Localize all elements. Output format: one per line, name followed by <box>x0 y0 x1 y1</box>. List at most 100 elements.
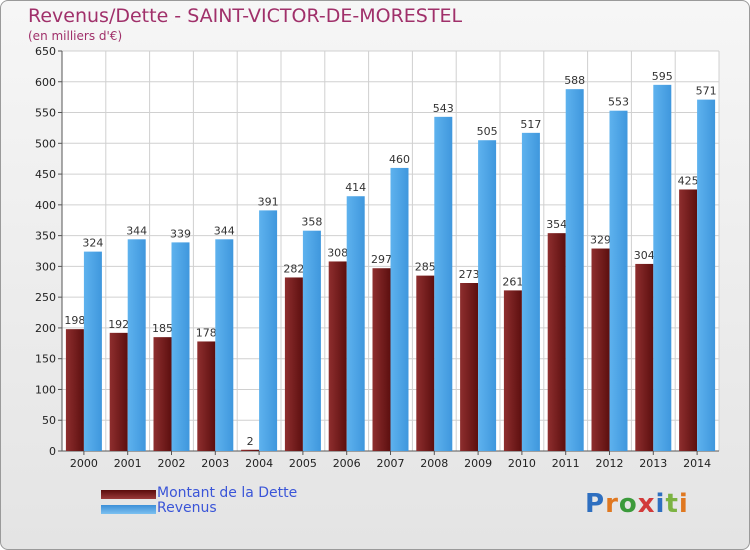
bar-dette <box>547 233 566 451</box>
y-tick-label: 600 <box>35 76 56 89</box>
y-tick-label: 0 <box>49 445 56 458</box>
data-label: 595 <box>652 70 673 83</box>
bar-dette <box>197 341 216 451</box>
bar-revenus <box>521 132 540 451</box>
x-tick-label: 2011 <box>552 457 580 470</box>
proxiti-logo: Proxiti <box>585 489 689 519</box>
bar-revenus <box>609 110 628 451</box>
legend-swatch-revenus <box>101 505 156 514</box>
bar-dette <box>65 329 84 451</box>
x-tick-label: 2008 <box>420 457 448 470</box>
x-tick-label: 2007 <box>377 457 405 470</box>
data-label: 414 <box>345 181 366 194</box>
bar-revenus <box>215 239 234 451</box>
x-tick-label: 2000 <box>70 457 98 470</box>
bar-dette <box>241 449 260 451</box>
bar-revenus <box>83 251 102 451</box>
y-tick-label: 450 <box>35 168 56 181</box>
bar-revenus <box>127 239 146 451</box>
y-tick-label: 650 <box>35 45 56 58</box>
bar-dette <box>460 283 479 451</box>
data-label: 304 <box>634 249 655 262</box>
bar-dette <box>109 332 128 451</box>
data-label: 324 <box>82 237 103 250</box>
data-label: 282 <box>283 262 304 275</box>
data-label: 261 <box>502 275 523 288</box>
bar-revenus <box>653 84 672 451</box>
data-label: 198 <box>64 314 85 327</box>
bar-dette <box>328 261 347 451</box>
data-label: 391 <box>258 195 279 208</box>
data-label: 358 <box>301 216 322 229</box>
bar-revenus <box>565 89 584 452</box>
bar-dette <box>591 248 610 451</box>
data-label: 344 <box>126 224 147 237</box>
bar-revenus <box>346 196 365 451</box>
data-label: 517 <box>520 118 541 131</box>
bar-revenus <box>478 140 497 451</box>
data-label: 354 <box>546 218 567 231</box>
data-label: 2 <box>247 435 254 448</box>
bar-dette <box>679 189 698 451</box>
logo-letter: r <box>605 489 619 519</box>
logo-letter: t <box>665 489 679 519</box>
bar-dette <box>635 263 654 451</box>
y-tick-label: 300 <box>35 260 56 273</box>
data-label: 571 <box>696 85 717 98</box>
y-tick-label: 400 <box>35 199 56 212</box>
bar-revenus <box>302 230 321 451</box>
logo-letter: P <box>585 489 606 519</box>
logo-letter: i <box>655 489 666 519</box>
logo-letter: i <box>678 489 689 519</box>
data-label: 339 <box>170 227 191 240</box>
logo-letter: o <box>618 489 638 519</box>
x-tick-label: 2010 <box>508 457 536 470</box>
bar-revenus <box>697 99 716 451</box>
y-tick-label: 250 <box>35 291 56 304</box>
y-tick-label: 500 <box>35 137 56 150</box>
legend-swatch-dette <box>101 490 156 499</box>
data-label: 178 <box>196 326 217 339</box>
data-label: 285 <box>415 261 436 274</box>
y-tick-label: 100 <box>35 383 56 396</box>
y-tick-label: 50 <box>42 414 56 427</box>
data-label: 505 <box>477 125 498 138</box>
data-label: 329 <box>590 234 611 247</box>
data-label: 543 <box>433 102 454 115</box>
x-tick-label: 2004 <box>245 457 273 470</box>
x-tick-label: 2013 <box>639 457 667 470</box>
data-label: 553 <box>608 96 629 109</box>
data-label: 185 <box>152 322 173 335</box>
bar-dette <box>416 275 435 451</box>
data-label: 297 <box>371 253 392 266</box>
bar-dette <box>372 268 391 451</box>
bar-revenus <box>171 242 190 451</box>
bar-dette <box>284 277 303 451</box>
chart-title: Revenus/Dette - SAINT-VICTOR-DE-MORESTEL <box>28 5 463 27</box>
logo-letter: x <box>637 489 656 519</box>
data-label: 460 <box>389 153 410 166</box>
data-label: 308 <box>327 246 348 259</box>
bar-revenus <box>390 167 409 451</box>
y-tick-label: 150 <box>35 353 56 366</box>
legend-label-dette: Montant de la Dette <box>157 485 298 501</box>
x-tick-label: 2003 <box>201 457 229 470</box>
x-tick-label: 2006 <box>333 457 361 470</box>
x-tick-label: 2014 <box>683 457 711 470</box>
x-tick-label: 2005 <box>289 457 317 470</box>
data-label: 425 <box>678 174 699 187</box>
bar-dette <box>153 337 172 451</box>
chart-subtitle: (en milliers d'€) <box>28 29 123 43</box>
y-tick-label: 550 <box>35 107 56 120</box>
bar-revenus <box>259 210 278 451</box>
y-tick-label: 200 <box>35 322 56 335</box>
bar-revenus <box>434 116 453 451</box>
bar-dette <box>503 290 522 451</box>
data-label: 192 <box>108 318 129 331</box>
legend-label-revenus: Revenus <box>157 500 217 516</box>
x-tick-label: 2002 <box>158 457 186 470</box>
data-label: 344 <box>214 224 235 237</box>
data-label: 273 <box>459 268 480 281</box>
